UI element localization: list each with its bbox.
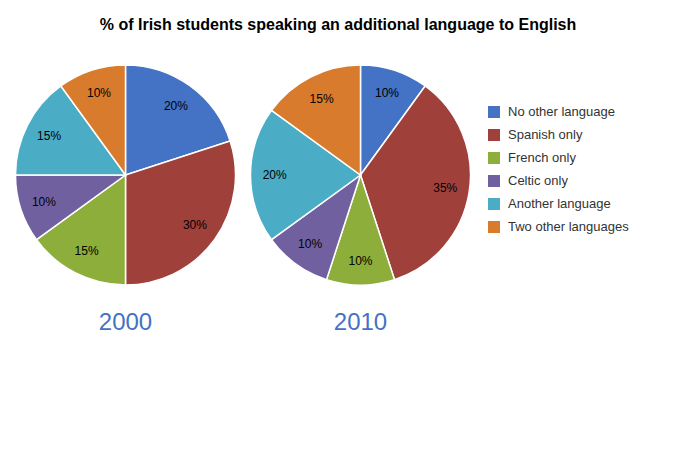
html-text:2010: 2010	[333, 308, 388, 335]
svg-text:10%: 10%	[87, 86, 111, 100]
svg-text:10%: 10%	[375, 86, 399, 100]
svg-text:15%: 15%	[37, 129, 61, 143]
html-text:% of Irish students speaking a: % of Irish students speaking an addition…	[99, 16, 577, 33]
html-text:Spanish only: Spanish only	[508, 127, 583, 142]
html-text:2000: 2000	[98, 308, 153, 335]
svg-text:20%: 20%	[263, 168, 287, 182]
svg-text:10%: 10%	[348, 254, 372, 268]
html-text:Two other languages: Two other languages	[508, 219, 629, 234]
svg-text:15%: 15%	[75, 244, 99, 258]
svg-text:15%: 15%	[310, 92, 334, 106]
svg-text:20%: 20%	[164, 99, 188, 113]
svg-text:10%: 10%	[298, 237, 322, 251]
html-text:Celtic only: Celtic only	[508, 173, 568, 188]
html-text:Another language: Another language	[508, 196, 611, 211]
svg-text:10%: 10%	[32, 195, 56, 209]
svg-text:30%: 30%	[183, 218, 207, 232]
svg-text:35%: 35%	[433, 181, 457, 195]
html-text:No other language: No other language	[508, 104, 615, 119]
html-text:French only: French only	[508, 150, 576, 165]
